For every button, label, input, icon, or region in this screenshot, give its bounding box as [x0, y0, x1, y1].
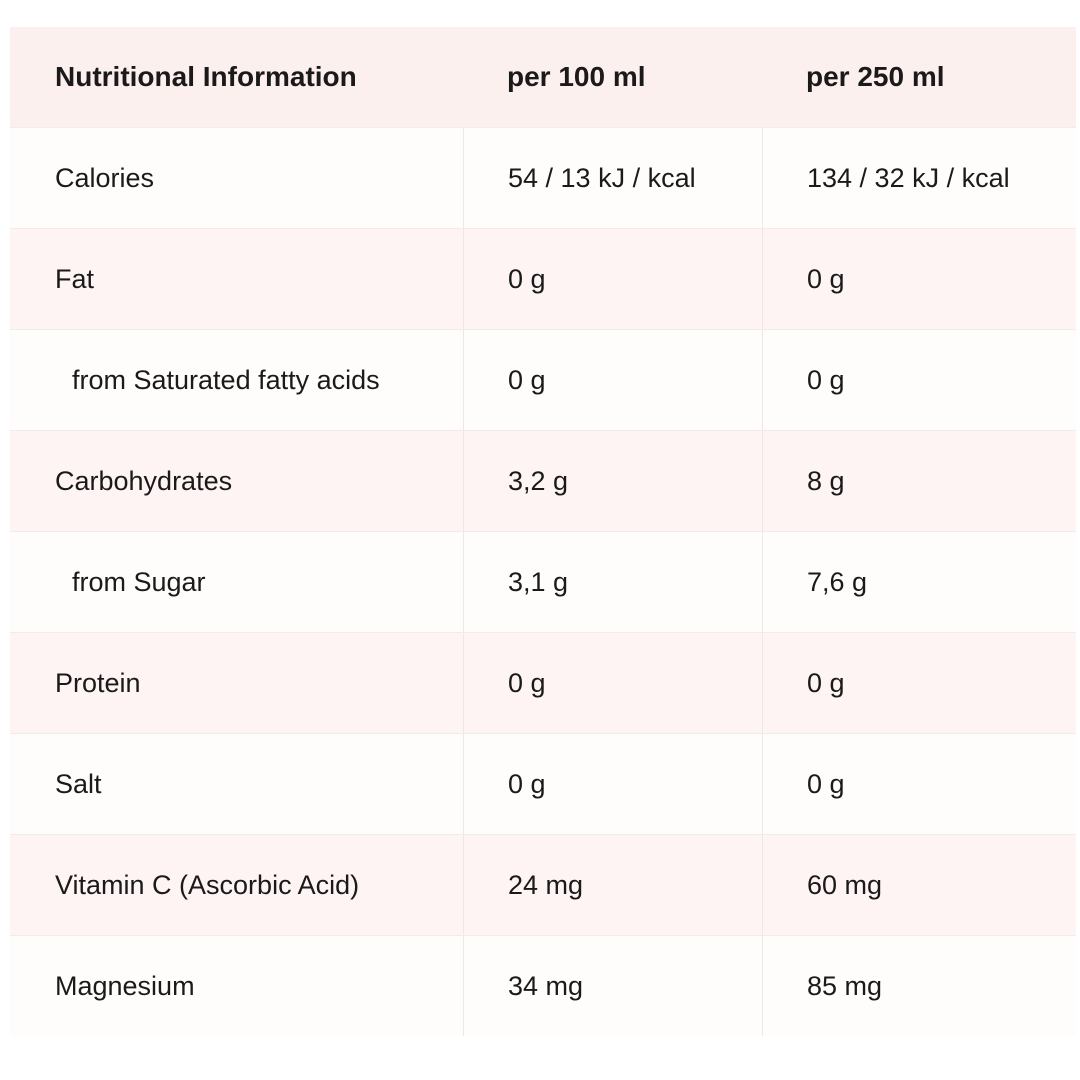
- nutrient-sublabel: from Saturated fatty acids: [72, 364, 380, 395]
- value-per-250ml: 0 g: [762, 229, 1076, 329]
- value-per-100ml: 0 g: [463, 734, 762, 834]
- value-per-100ml: 0 g: [463, 633, 762, 733]
- table-row: Protein 0 g 0 g: [10, 632, 1076, 733]
- table-header-row: Nutritional Information per 100 ml per 2…: [10, 27, 1076, 127]
- table-row: Carbohydrates 3,2 g 8 g: [10, 430, 1076, 531]
- table-row: from Sugar 3,1 g 7,6 g: [10, 531, 1076, 632]
- value-per-250ml: 60 mg: [762, 835, 1076, 935]
- header-per-100ml: per 100 ml: [507, 61, 646, 92]
- table-row: Fat 0 g 0 g: [10, 228, 1076, 329]
- value-per-250ml: 8 g: [762, 431, 1076, 531]
- table-row: from Saturated fatty acids 0 g 0 g: [10, 329, 1076, 430]
- table-row: Vitamin C (Ascorbic Acid) 24 mg 60 mg: [10, 834, 1076, 935]
- nutrition-table: Nutritional Information per 100 ml per 2…: [10, 27, 1076, 1036]
- value-per-250ml: 0 g: [762, 734, 1076, 834]
- nutrient-label: Fat: [55, 263, 95, 294]
- value-per-100ml: 0 g: [463, 229, 762, 329]
- value-per-250ml: 7,6 g: [762, 532, 1076, 632]
- table-row: Salt 0 g 0 g: [10, 733, 1076, 834]
- header-per-250ml: per 250 ml: [806, 61, 945, 92]
- value-per-100ml: 24 mg: [463, 835, 762, 935]
- nutrient-sublabel: from Sugar: [72, 566, 206, 597]
- header-nutritional-information: Nutritional Information: [55, 61, 357, 92]
- value-per-100ml: 3,1 g: [463, 532, 762, 632]
- value-per-250ml: 134 / 32 kJ / kcal: [762, 128, 1076, 228]
- value-per-250ml: 0 g: [762, 633, 1076, 733]
- nutrient-label: Protein: [55, 667, 141, 698]
- value-per-100ml: 0 g: [463, 330, 762, 430]
- nutrient-label: Salt: [55, 768, 102, 799]
- table-row: Calories 54 / 13 kJ / kcal 134 / 32 kJ /…: [10, 127, 1076, 228]
- nutrient-label: Calories: [55, 162, 155, 193]
- value-per-250ml: 0 g: [762, 330, 1076, 430]
- nutrient-label: Magnesium: [55, 970, 195, 1001]
- table-row: Magnesium 34 mg 85 mg: [10, 935, 1076, 1036]
- value-per-100ml: 54 / 13 kJ / kcal: [463, 128, 762, 228]
- value-per-100ml: 3,2 g: [463, 431, 762, 531]
- value-per-100ml: 34 mg: [463, 936, 762, 1036]
- value-per-250ml: 85 mg: [762, 936, 1076, 1036]
- nutrient-label: Carbohydrates: [55, 465, 233, 496]
- nutrient-label: Vitamin C (Ascorbic Acid): [55, 869, 360, 900]
